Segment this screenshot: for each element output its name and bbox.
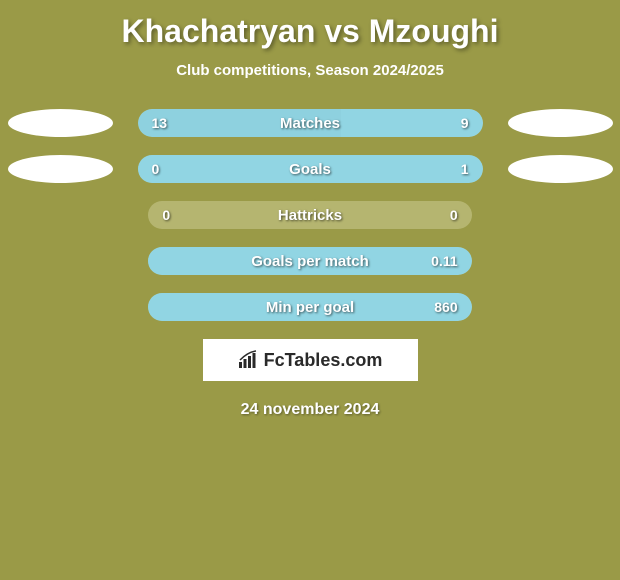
player-icon-right: [508, 109, 613, 137]
placeholder: [497, 247, 595, 275]
stat-value-right: 0: [450, 207, 458, 223]
placeholder: [497, 201, 595, 229]
placeholder: [497, 293, 595, 321]
placeholder: [25, 293, 123, 321]
player-icon-left: [8, 155, 113, 183]
stat-bar: 0Hattricks0: [148, 201, 471, 229]
chart-icon: [238, 350, 260, 370]
player-icon-left: [8, 109, 113, 137]
stat-label: Goals per match: [148, 253, 471, 270]
logo-box: FcTables.com: [203, 339, 418, 381]
stat-label: Hattricks: [148, 207, 471, 224]
stat-value-right: 860: [434, 299, 457, 315]
stat-row: 13Matches9: [0, 109, 620, 137]
stat-label: Min per goal: [148, 299, 471, 316]
subtitle: Club competitions, Season 2024/2025: [0, 62, 620, 79]
placeholder: [25, 201, 123, 229]
player-icon-right: [508, 155, 613, 183]
logo-label: FcTables.com: [264, 350, 383, 371]
stat-bar: 13Matches9: [138, 109, 483, 137]
date: 24 november 2024: [0, 401, 620, 419]
placeholder: [25, 247, 123, 275]
stat-label: Goals: [138, 161, 483, 178]
stat-value-right: 9: [461, 115, 469, 131]
stat-label: Matches: [138, 115, 483, 132]
stat-row: 0Goals1: [0, 155, 620, 183]
stat-row: Goals per match0.11: [0, 247, 620, 275]
stat-bar: 0Goals1: [138, 155, 483, 183]
stat-value-right: 0.11: [431, 253, 457, 269]
stat-value-right: 1: [461, 161, 469, 177]
stat-bar: Min per goal860: [148, 293, 471, 321]
page-title: Khachatryan vs Mzoughi: [0, 13, 620, 50]
stats-area: 13Matches90Goals10Hattricks0Goals per ma…: [0, 109, 620, 321]
stat-row: 0Hattricks0: [0, 201, 620, 229]
stat-bar: Goals per match0.11: [148, 247, 471, 275]
stat-row: Min per goal860: [0, 293, 620, 321]
infographic-container: Khachatryan vs Mzoughi Club competitions…: [0, 0, 620, 427]
logo-text: FcTables.com: [238, 350, 383, 371]
